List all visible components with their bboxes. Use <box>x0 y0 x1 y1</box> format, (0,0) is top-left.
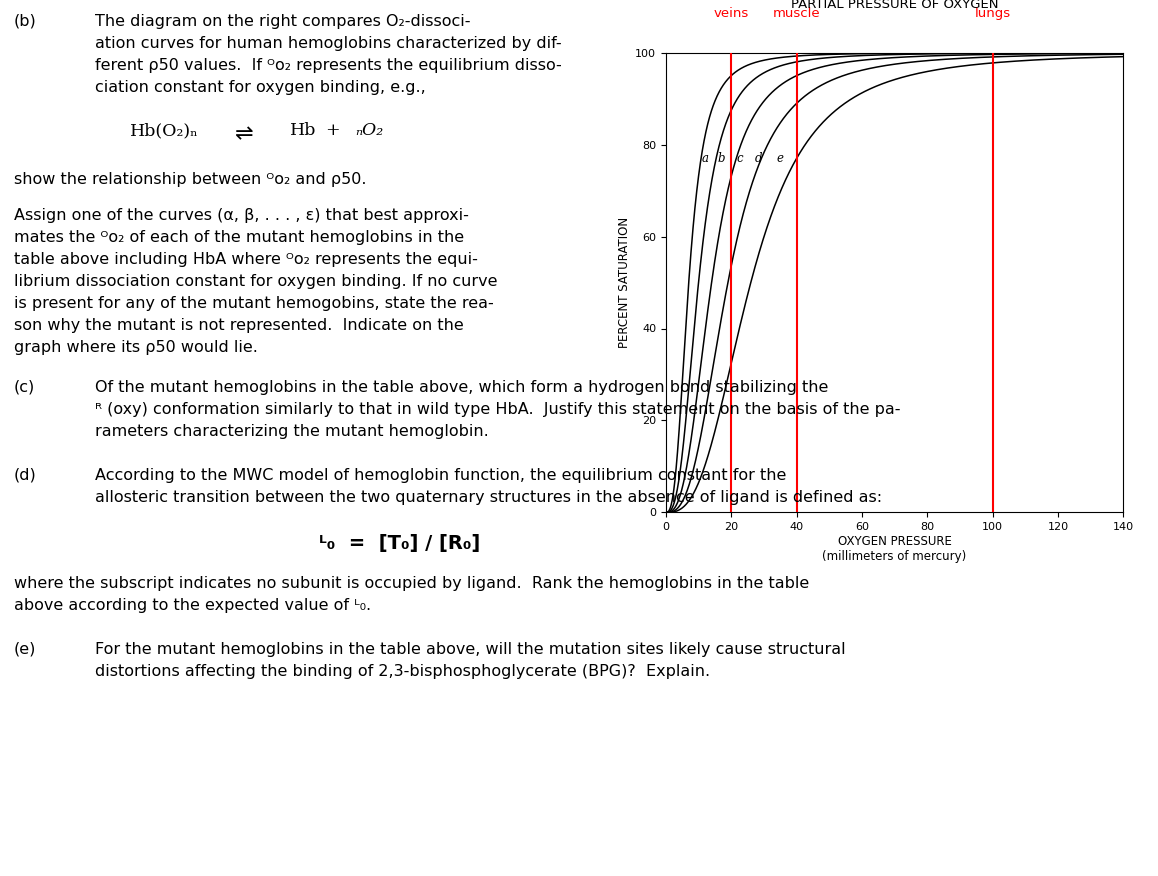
Text: For the mutant hemoglobins in the table above, will the mutation sites likely ca: For the mutant hemoglobins in the table … <box>95 642 845 657</box>
Title: PARTIAL PRESSURE OF OXYGEN: PARTIAL PRESSURE OF OXYGEN <box>791 0 998 11</box>
Text: Hb: Hb <box>290 122 316 139</box>
X-axis label: OXYGEN PRESSURE
(millimeters of mercury): OXYGEN PRESSURE (millimeters of mercury) <box>822 535 967 563</box>
Text: +: + <box>325 122 339 139</box>
Text: son why the mutant is not represented.  Indicate on the: son why the mutant is not represented. I… <box>14 318 463 333</box>
Text: (e): (e) <box>14 642 36 657</box>
Text: mates the ᴼo₂ of each of the mutant hemoglobins in the: mates the ᴼo₂ of each of the mutant hemo… <box>14 230 464 245</box>
Text: According to the MWC model of hemoglobin function, the equilibrium constant for : According to the MWC model of hemoglobin… <box>95 468 786 483</box>
Text: lungs: lungs <box>975 7 1011 20</box>
Text: where the subscript indicates no subunit is occupied by ligand.  Rank the hemogl: where the subscript indicates no subunit… <box>14 576 809 591</box>
Text: c: c <box>736 152 742 165</box>
Text: ciation constant for oxygen binding, e.g.,: ciation constant for oxygen binding, e.g… <box>95 80 426 95</box>
Text: (c): (c) <box>14 380 35 395</box>
Text: Assign one of the curves (α, β, . . . , ε) that best approxi-: Assign one of the curves (α, β, . . . , … <box>14 208 469 223</box>
Text: is present for any of the mutant hemogobins, state the rea-: is present for any of the mutant hemogob… <box>14 296 493 311</box>
Text: ᴿ (oxy) conformation similarly to that in wild type HbA.  Justify this statement: ᴿ (oxy) conformation similarly to that i… <box>95 402 901 417</box>
Text: (d): (d) <box>14 468 37 483</box>
Text: allosteric transition between the two quaternary structures in the absence of li: allosteric transition between the two qu… <box>95 490 882 505</box>
Y-axis label: PERCENT SATURATION: PERCENT SATURATION <box>618 217 631 348</box>
Text: b: b <box>718 152 725 165</box>
Text: muscle: muscle <box>772 7 820 20</box>
Text: ation curves for human hemoglobins characterized by dif-: ation curves for human hemoglobins chara… <box>95 36 562 51</box>
Text: ᴸ₀  =  [T₀] / [R₀]: ᴸ₀ = [T₀] / [R₀] <box>320 534 481 553</box>
Text: librium dissociation constant for oxygen binding. If no curve: librium dissociation constant for oxygen… <box>14 274 498 289</box>
Text: rameters characterizing the mutant hemoglobin.: rameters characterizing the mutant hemog… <box>95 424 489 439</box>
Text: Of the mutant hemoglobins in the table above, which form a hydrogen bond stabili: Of the mutant hemoglobins in the table a… <box>95 380 828 395</box>
Text: ₙO₂: ₙO₂ <box>356 122 383 139</box>
Text: ⇌: ⇌ <box>235 124 254 144</box>
Text: Hb(O₂)ₙ: Hb(O₂)ₙ <box>130 122 199 139</box>
Text: graph where its ρ50 would lie.: graph where its ρ50 would lie. <box>14 340 258 355</box>
Text: table above including HbA where ᴼo₂ represents the equi-: table above including HbA where ᴼo₂ repr… <box>14 252 478 267</box>
Text: above according to the expected value of ᴸ₀.: above according to the expected value of… <box>14 598 371 613</box>
Text: a: a <box>702 152 709 165</box>
Text: The diagram on the right compares O₂-dissoci-: The diagram on the right compares O₂-dis… <box>95 14 470 29</box>
Text: ferent ρ50 values.  If ᴼo₂ represents the equilibrium disso-: ferent ρ50 values. If ᴼo₂ represents the… <box>95 58 562 73</box>
Text: e: e <box>777 152 784 165</box>
Text: distortions affecting the binding of 2,3-bisphosphoglycerate (BPG)?  Explain.: distortions affecting the binding of 2,3… <box>95 664 710 679</box>
Text: veins: veins <box>713 7 749 20</box>
Text: show the relationship between ᴼo₂ and ρ50.: show the relationship between ᴼo₂ and ρ5… <box>14 172 366 187</box>
Text: d: d <box>755 152 763 165</box>
Text: (b): (b) <box>14 14 37 29</box>
